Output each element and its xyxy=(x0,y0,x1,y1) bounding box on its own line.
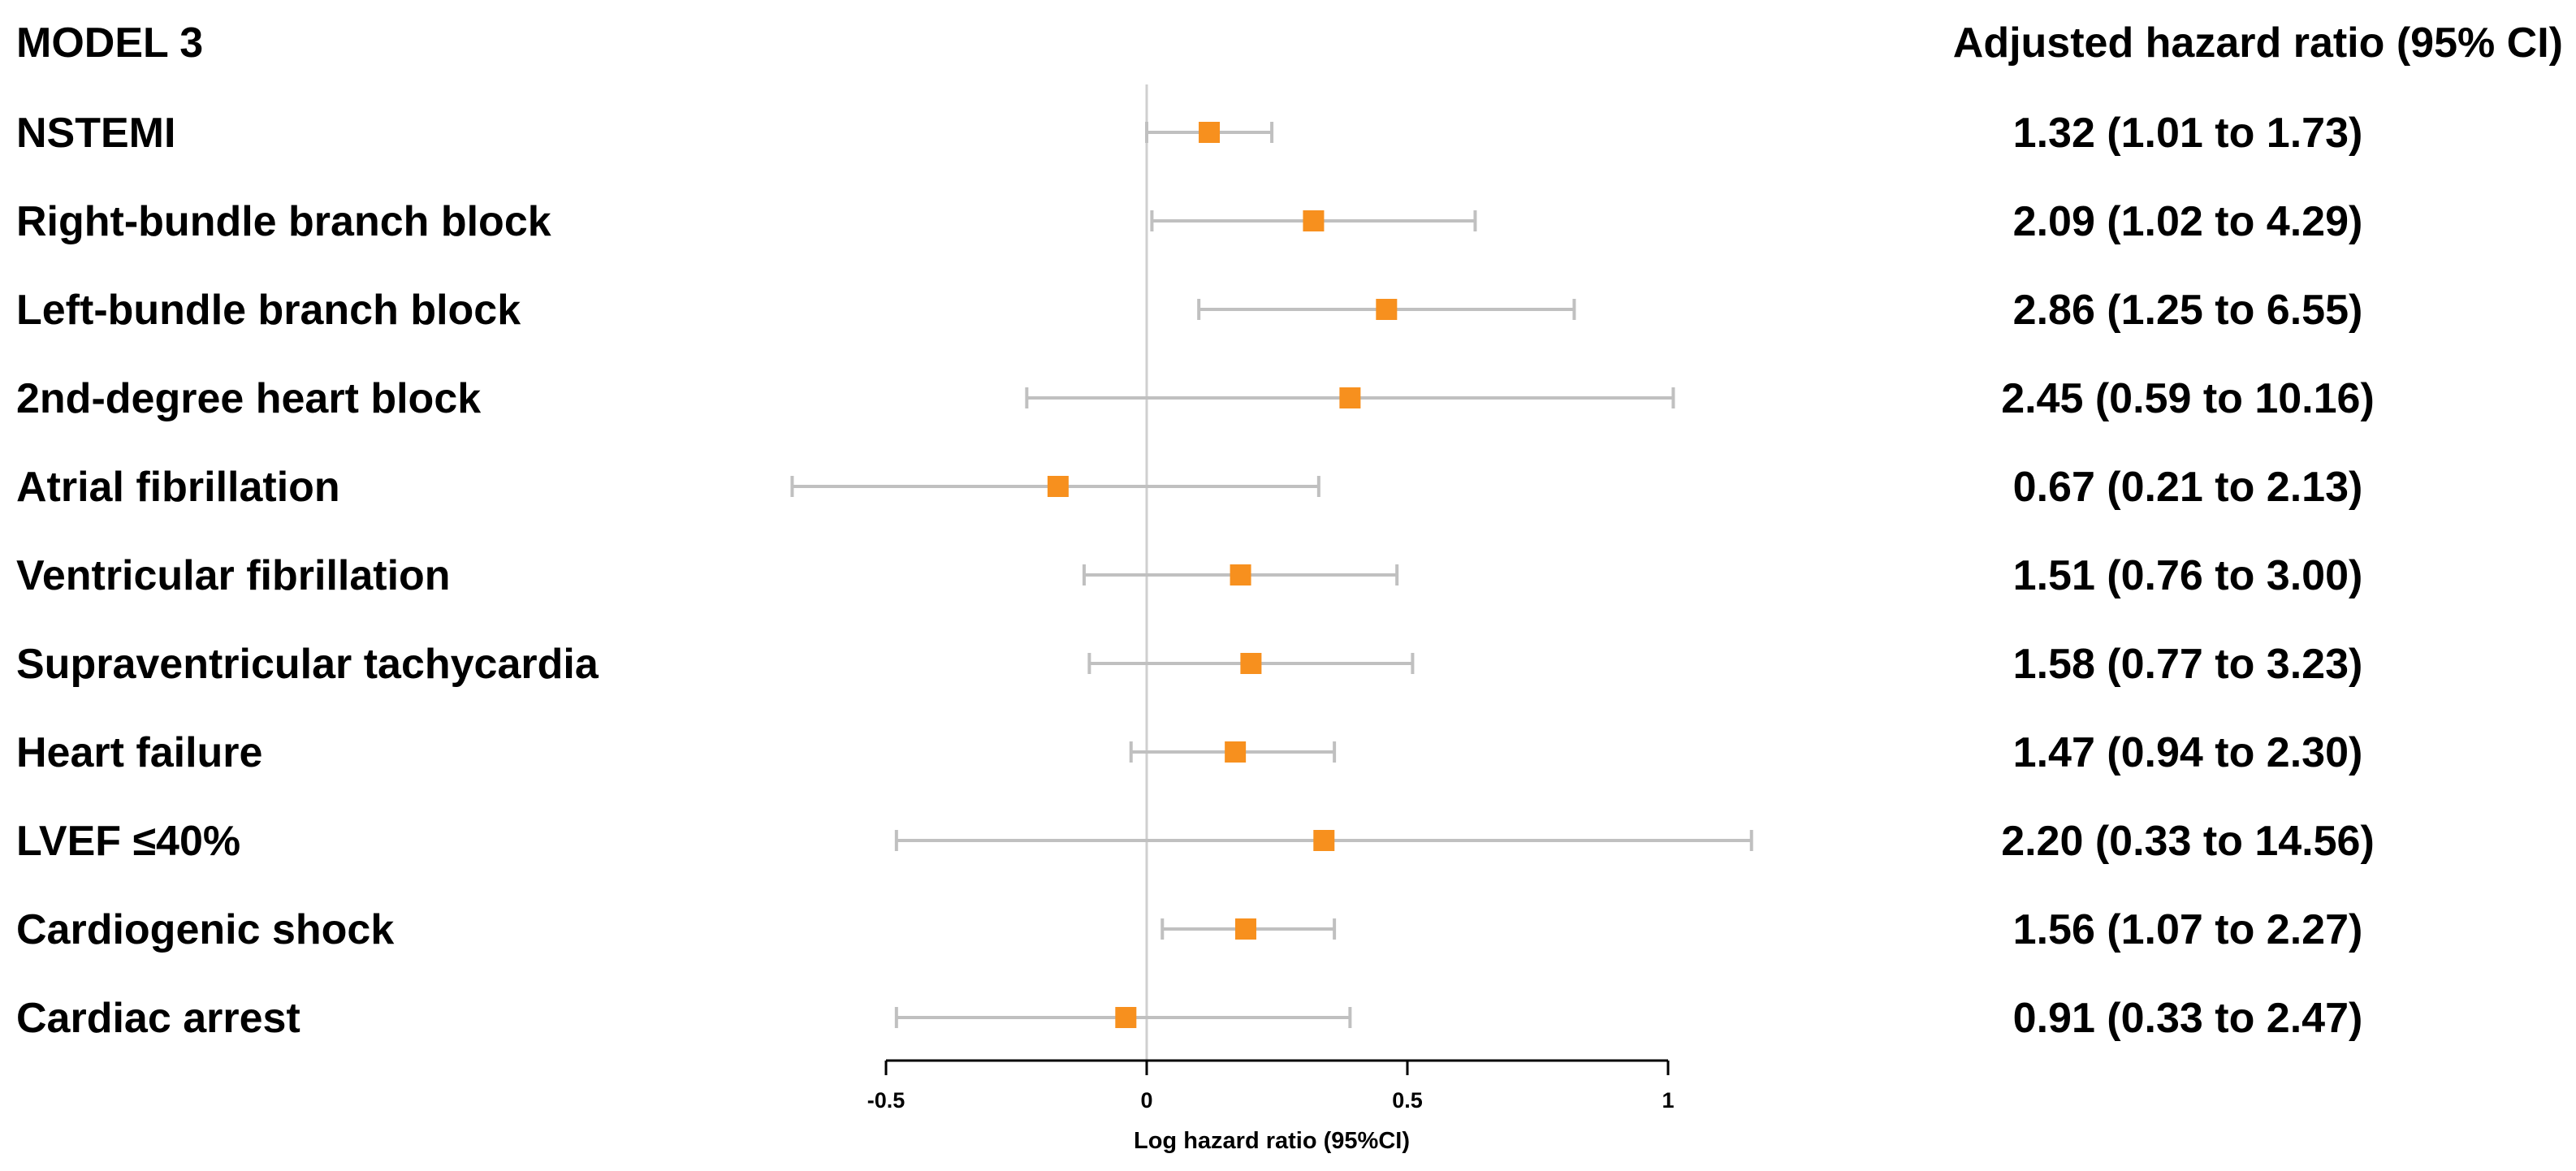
row-label: Supraventricular tachycardia xyxy=(16,641,599,688)
hazard-ratio-value: 1.58 (0.77 to 3.23) xyxy=(2013,641,2363,688)
row-label: Right-bundle branch block xyxy=(16,198,551,245)
point-estimate-marker xyxy=(1234,918,1256,940)
forest-row: Left-bundle branch block 2.86 (1.25 to 6.… xyxy=(16,287,2362,334)
forest-row: Ventricular fibrillation 1.51 (0.76 to 3.… xyxy=(16,552,2362,599)
point-estimate-marker xyxy=(1240,653,1262,674)
forest-row: Atrial fibrillation 0.67 (0.21 to 2.13) xyxy=(16,464,2362,511)
point-estimate-marker xyxy=(1313,830,1335,851)
forest-row: Cardiac arrest 0.91 (0.33 to 2.47) xyxy=(16,995,2362,1042)
hazard-ratio-value: 2.45 (0.59 to 10.16) xyxy=(2001,375,2375,422)
hazard-ratio-value: 1.51 (0.76 to 3.00) xyxy=(2013,552,2363,599)
hazard-ratio-value: 2.86 (1.25 to 6.55) xyxy=(2013,287,2363,334)
point-estimate-marker xyxy=(1199,122,1221,143)
row-label: Cardiac arrest xyxy=(16,995,300,1042)
point-estimate-marker xyxy=(1115,1007,1137,1028)
forest-row: Right-bundle branch block 2.09 (1.02 to 4… xyxy=(16,198,2362,245)
row-label: Heart failure xyxy=(16,729,262,776)
x-tick-label: 0 xyxy=(1140,1088,1152,1113)
row-label: Left-bundle branch block xyxy=(16,287,521,334)
hazard-ratio-value: 1.56 (1.07 to 2.27) xyxy=(2013,906,2363,953)
row-label: LVEF ≤40% xyxy=(16,818,240,865)
row-label: Ventricular fibrillation xyxy=(16,552,451,599)
point-estimate-marker xyxy=(1047,476,1069,497)
hazard-ratio-value: 0.91 (0.33 to 2.47) xyxy=(2013,995,2363,1042)
x-axis-label: Log hazard ratio (95%CI) xyxy=(1134,1128,1410,1154)
point-estimate-marker xyxy=(1303,210,1325,231)
forest-row: NSTEMI 1.32 (1.01 to 1.73) xyxy=(16,110,2362,157)
hazard-ratio-value: 2.20 (0.33 to 14.56) xyxy=(2001,818,2375,865)
forest-row: Supraventricular tachycardia 1.58 (0.77 t… xyxy=(16,641,2362,688)
forest-row: Heart failure 1.47 (0.94 to 2.30) xyxy=(16,729,2362,776)
forest-row: 2nd-degree heart block 2.45 (0.59 to 10.1… xyxy=(16,375,2375,422)
point-estimate-marker xyxy=(1376,299,1398,320)
row-label: Cardiogenic shock xyxy=(16,906,394,953)
forest-row: Cardiogenic shock 1.56 (1.07 to 2.27) xyxy=(16,906,2362,953)
x-tick-label: 0.5 xyxy=(1392,1088,1423,1113)
x-tick-label: 1 xyxy=(1662,1088,1674,1113)
x-tick-label: -0.5 xyxy=(867,1088,905,1113)
row-label: NSTEMI xyxy=(16,110,175,157)
hazard-ratio-value: 1.47 (0.94 to 2.30) xyxy=(2013,729,2363,776)
forest-row: LVEF ≤40% 2.20 (0.33 to 14.56) xyxy=(16,818,2375,865)
point-estimate-marker xyxy=(1339,387,1361,408)
point-estimate-marker xyxy=(1225,741,1247,763)
right-column-header: Adjusted hazard ratio (95% CI) xyxy=(1953,19,2563,67)
row-label: Atrial fibrillation xyxy=(16,464,340,511)
hazard-ratio-value: 2.09 (1.02 to 4.29) xyxy=(2013,198,2363,245)
row-label: 2nd-degree heart block xyxy=(16,375,481,422)
model-title: MODEL 3 xyxy=(16,19,203,67)
hazard-ratio-value: 0.67 (0.21 to 2.13) xyxy=(2013,464,2363,511)
hazard-ratio-value: 1.32 (1.01 to 1.73) xyxy=(2013,110,2363,157)
point-estimate-marker xyxy=(1230,564,1251,586)
